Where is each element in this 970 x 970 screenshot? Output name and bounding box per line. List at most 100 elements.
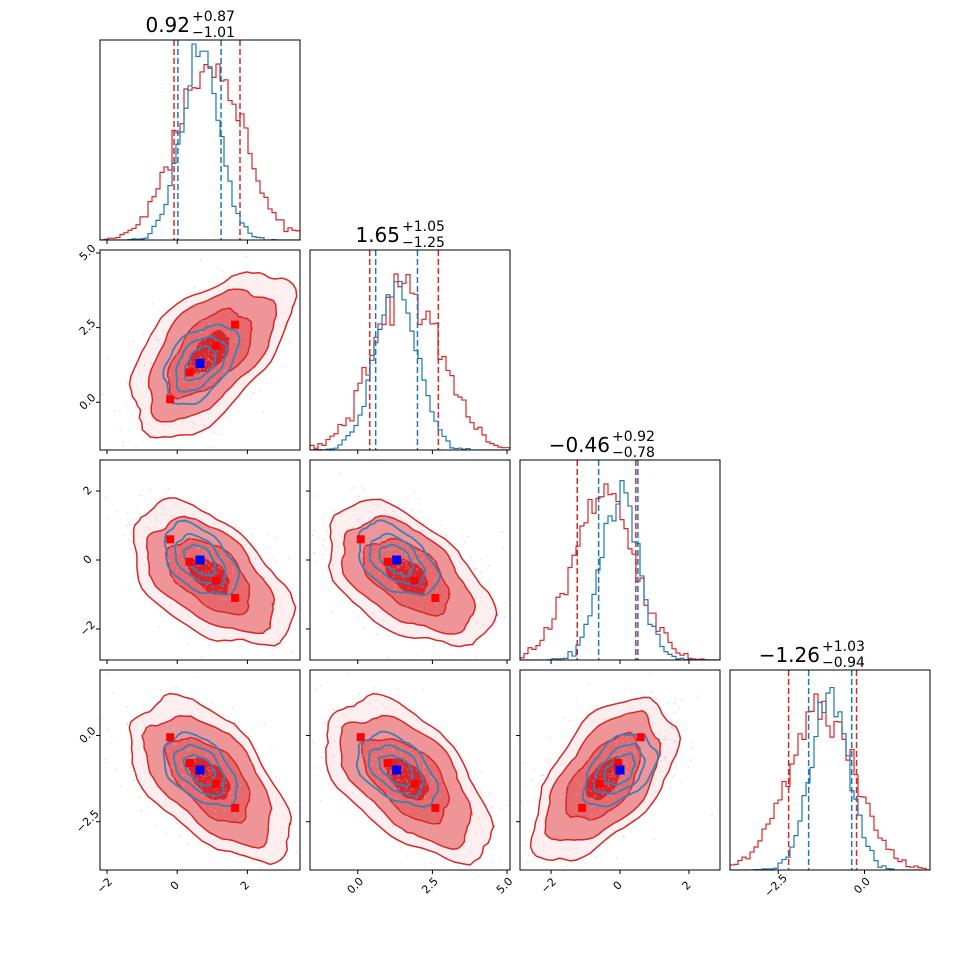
scatter-point — [525, 887, 527, 889]
scatter-point — [175, 354, 178, 356]
scatter-point — [370, 501, 373, 503]
scatter-point — [227, 335, 229, 337]
scatter-point — [182, 774, 184, 776]
scatter-point — [711, 814, 713, 816]
scatter-point — [417, 614, 420, 617]
scatter-point — [375, 553, 378, 555]
scatter-point — [477, 786, 480, 788]
scatter-point — [344, 558, 347, 561]
scatter-point — [361, 746, 363, 748]
scatter-point — [262, 319, 265, 322]
scatter-point — [214, 370, 217, 372]
scatter-point — [219, 894, 221, 896]
scatter-point — [212, 431, 215, 434]
scatter-point — [423, 580, 425, 583]
scatter-point — [251, 860, 254, 863]
scatter-point — [346, 761, 348, 764]
scatter-point — [312, 740, 314, 742]
scatter-point — [206, 768, 209, 770]
scatter-point — [183, 784, 185, 786]
x-tick-label: 2.5 — [419, 875, 441, 897]
scatter-point — [176, 569, 179, 571]
scatter-point — [209, 399, 212, 401]
scatter-point — [575, 794, 577, 796]
scatter-point — [204, 338, 206, 341]
scatter-point — [398, 728, 401, 730]
scatter-point — [207, 543, 210, 545]
panel-frame — [99, 39, 301, 241]
scatter-point — [590, 814, 593, 816]
scatter-point — [181, 783, 184, 785]
scatter-point — [190, 725, 193, 728]
scatter-point — [424, 800, 427, 803]
scatter-point — [185, 793, 188, 796]
scatter-point — [204, 536, 206, 538]
scatter-point — [154, 555, 156, 557]
scatter-point — [617, 811, 620, 814]
scatter-point — [128, 452, 130, 454]
scatter-point — [611, 776, 613, 778]
scatter-point — [234, 815, 237, 818]
scatter-point — [231, 783, 234, 786]
scatter-point — [632, 748, 635, 750]
scatter-point — [406, 529, 409, 532]
scatter-point — [439, 760, 442, 763]
scatter-point — [674, 741, 677, 743]
scatter-point — [207, 735, 210, 738]
scatter-point — [428, 823, 430, 826]
scatter-point — [165, 749, 168, 752]
marker-red — [231, 320, 240, 329]
scatter-point — [395, 548, 397, 550]
scatter-point — [624, 746, 626, 748]
scatter-point — [173, 727, 176, 730]
scatter-point — [452, 579, 455, 581]
scatter-point — [158, 776, 161, 778]
scatter-point — [384, 502, 387, 504]
scatter-point — [169, 767, 171, 770]
scatter-point — [191, 747, 193, 750]
histogram-red — [730, 693, 930, 870]
scatter-point — [205, 734, 207, 736]
scatter-point — [243, 306, 246, 309]
scatter-point — [210, 768, 213, 771]
y-tick-label: 2 — [81, 484, 95, 498]
contour-blue — [162, 731, 239, 808]
scatter-point — [617, 738, 619, 740]
scatter-point — [382, 521, 385, 524]
panel-content — [730, 670, 930, 870]
scatter-point — [605, 783, 608, 785]
scatter-point — [407, 587, 410, 589]
scatter-point — [620, 774, 623, 777]
scatter-point — [457, 865, 460, 867]
scatter-point — [211, 379, 213, 381]
scatter-point — [197, 451, 199, 453]
scatter-point — [211, 384, 214, 387]
scatter-point — [591, 805, 594, 807]
scatter-point — [606, 797, 609, 800]
scatter-point — [164, 782, 166, 784]
scatter-point — [475, 655, 477, 658]
scatter-point — [188, 327, 190, 329]
scatter-point — [695, 695, 698, 698]
scatter-point — [479, 791, 482, 793]
scatter-point — [180, 766, 183, 768]
scatter-point — [184, 725, 187, 727]
scatter-point — [445, 771, 448, 773]
scatter-point — [172, 577, 175, 580]
marker-red — [185, 557, 194, 566]
scatter-point — [296, 502, 298, 504]
scatter-point — [415, 655, 418, 657]
scatter-point — [378, 803, 381, 805]
scatter-point — [541, 809, 544, 811]
scatter-point — [402, 712, 405, 715]
scatter-point — [611, 788, 613, 791]
scatter-point — [229, 791, 232, 794]
scatter-point — [424, 753, 427, 756]
scatter-point — [133, 575, 135, 577]
scatter-point — [301, 630, 303, 632]
scatter-point — [408, 749, 410, 752]
scatter-point — [416, 560, 418, 562]
scatter-point — [389, 596, 392, 599]
contour-blue — [175, 335, 228, 393]
scatter-point — [428, 810, 431, 813]
